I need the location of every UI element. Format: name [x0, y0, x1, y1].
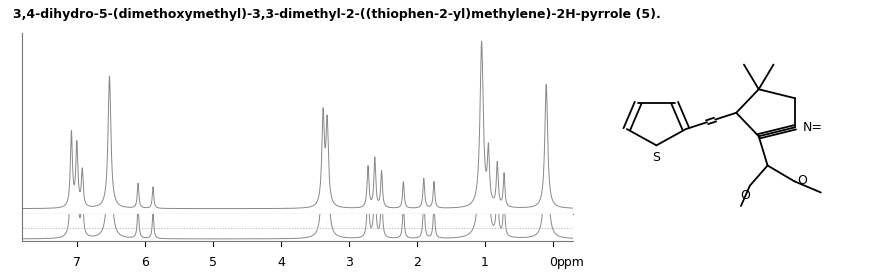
Text: O: O: [740, 189, 750, 202]
Text: O: O: [797, 174, 807, 187]
Text: 6: 6: [141, 256, 149, 269]
Text: 3: 3: [345, 256, 353, 269]
Text: 3,4-dihydro-5-(dimethoxymethyl)-3,3-dimethyl-2-((thiophen-2-yl)methylene)-2H-pyr: 3,4-dihydro-5-(dimethoxymethyl)-3,3-dime…: [13, 8, 661, 21]
Text: 2: 2: [413, 256, 421, 269]
Text: 0: 0: [549, 256, 557, 269]
Text: 7: 7: [73, 256, 81, 269]
Text: 1: 1: [481, 256, 489, 269]
Text: N=: N=: [803, 121, 823, 134]
Text: ppm: ppm: [556, 256, 584, 269]
Text: 4: 4: [277, 256, 285, 269]
Text: 5: 5: [209, 256, 217, 269]
Text: S: S: [652, 151, 660, 164]
